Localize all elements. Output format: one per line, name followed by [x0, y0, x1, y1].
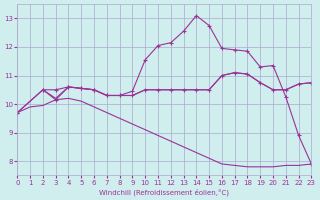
- X-axis label: Windchill (Refroidissement éolien,°C): Windchill (Refroidissement éolien,°C): [100, 188, 229, 196]
